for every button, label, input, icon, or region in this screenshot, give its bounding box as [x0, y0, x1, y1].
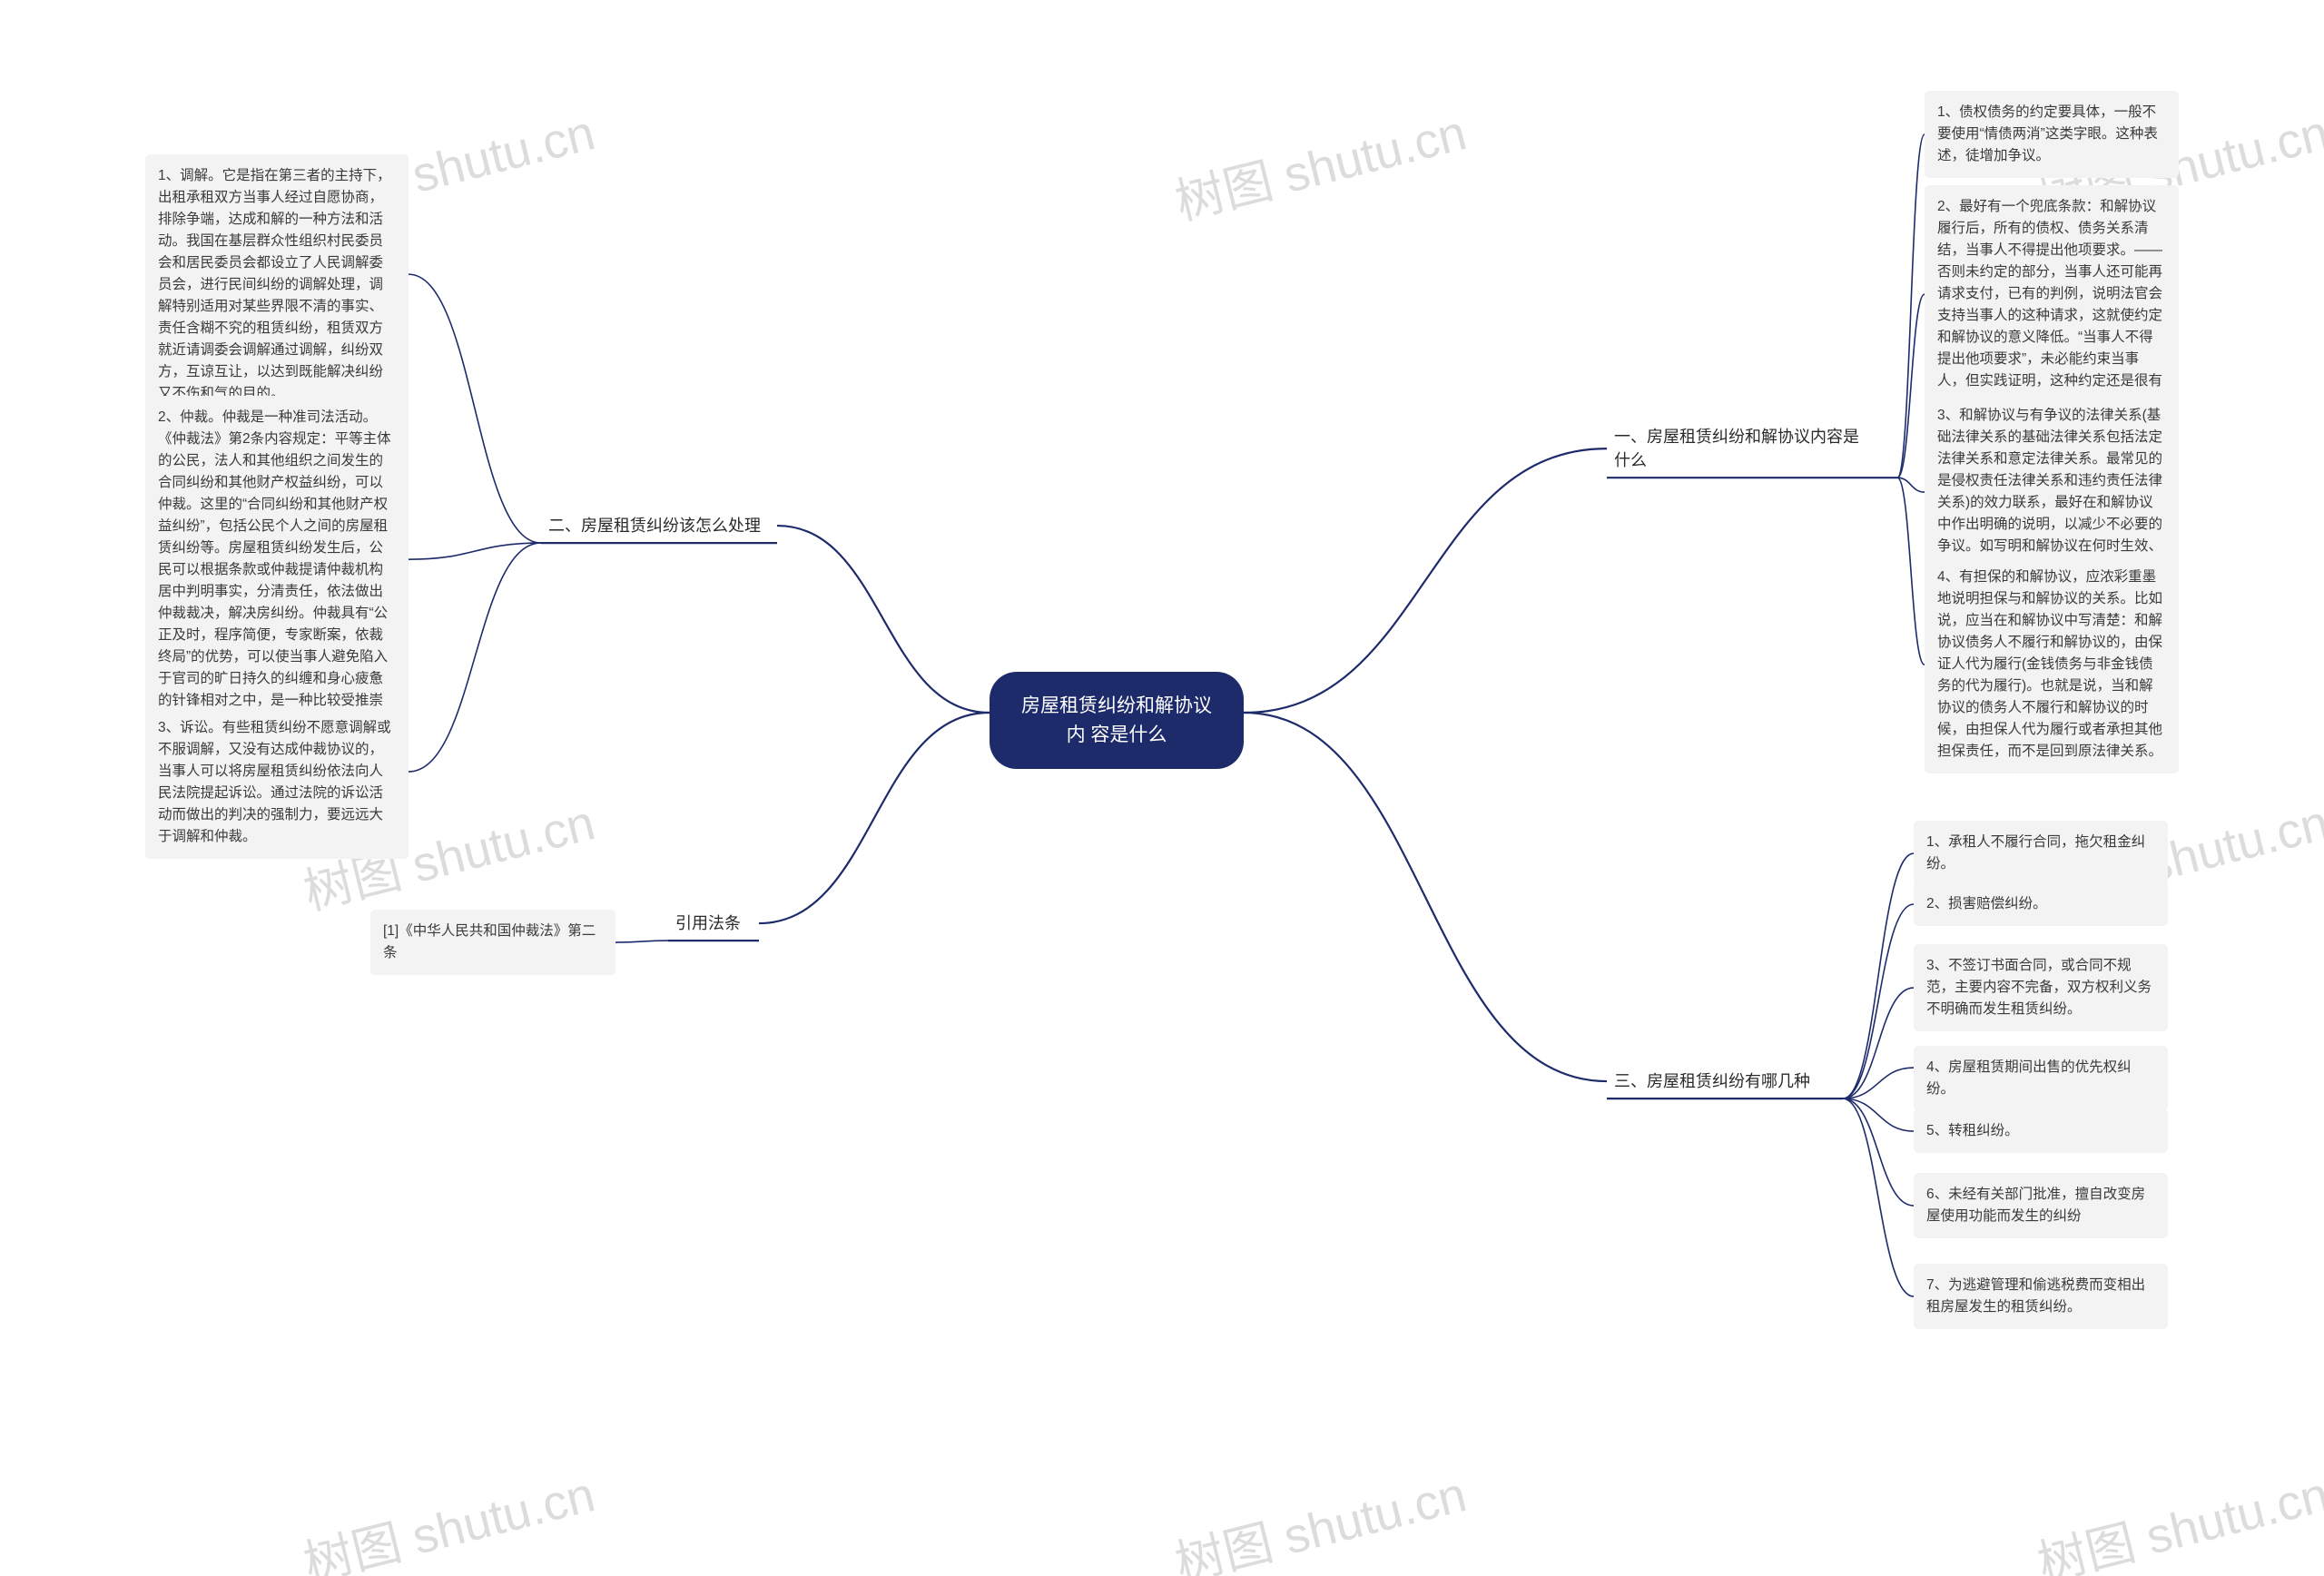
leaf-node: 3、诉讼。有些租赁纠纷不愿意调解或不服调解，又没有达成仲裁协议的，当事人可以将房…: [145, 706, 409, 859]
leaf-node: 2、仲裁。仲裁是一种准司法活动。《仲裁法》第2条内容规定：平等主体的公民，法人和…: [145, 396, 409, 744]
branch-node-b3: 三、房屋租赁纠纷有哪几种: [1607, 1064, 1843, 1098]
branch-node-b4: 引用法条: [668, 906, 759, 941]
center-node: 房屋租赁纠纷和解协议内 容是什么: [990, 672, 1244, 769]
leaf-node: 2、最好有一个兜底条款：和解协议履行后，所有的债权、债务关系清结，当事人不得提出…: [1925, 185, 2179, 425]
leaf-node: [1]《中华人民共和国仲裁法》第二条: [370, 910, 615, 975]
leaf-node: 7、为逃避管理和偷逃税费而变相出租房屋发生的租赁纠纷。: [1914, 1264, 2168, 1329]
branch-node-b2: 二、房屋租赁纠纷该怎么处理: [541, 508, 777, 543]
leaf-node: 5、转租纠纷。: [1914, 1109, 2168, 1153]
leaf-node: 3、不签订书面合同，或合同不规范，主要内容不完备，双方权利义务不明确而发生租赁纠…: [1914, 944, 2168, 1031]
branch-node-b1: 一、房屋租赁纠纷和解协议内容是什么: [1607, 419, 1897, 478]
leaf-node: 2、损害赔偿纠纷。: [1914, 882, 2168, 926]
leaf-node: 1、债权债务的约定要具体，一般不要使用“情债两消”这类字眼。这种表述，徒增加争议…: [1925, 91, 2179, 178]
leaf-node: 4、房屋租赁期间出售的优先权纠纷。: [1914, 1046, 2168, 1111]
leaf-node: 1、调解。它是指在第三者的主持下，出租承租双方当事人经过自愿协商，排除争端，达成…: [145, 154, 409, 416]
leaf-node: 1、承租人不履行合同，拖欠租金纠纷。: [1914, 821, 2168, 886]
leaf-node: 4、有担保的和解协议，应浓彩重墨地说明担保与和解协议的关系。比如说，应当在和解协…: [1925, 556, 2179, 773]
leaf-node: 6、未经有关部门批准，擅自改变房屋使用功能而发生的纠纷: [1914, 1173, 2168, 1238]
